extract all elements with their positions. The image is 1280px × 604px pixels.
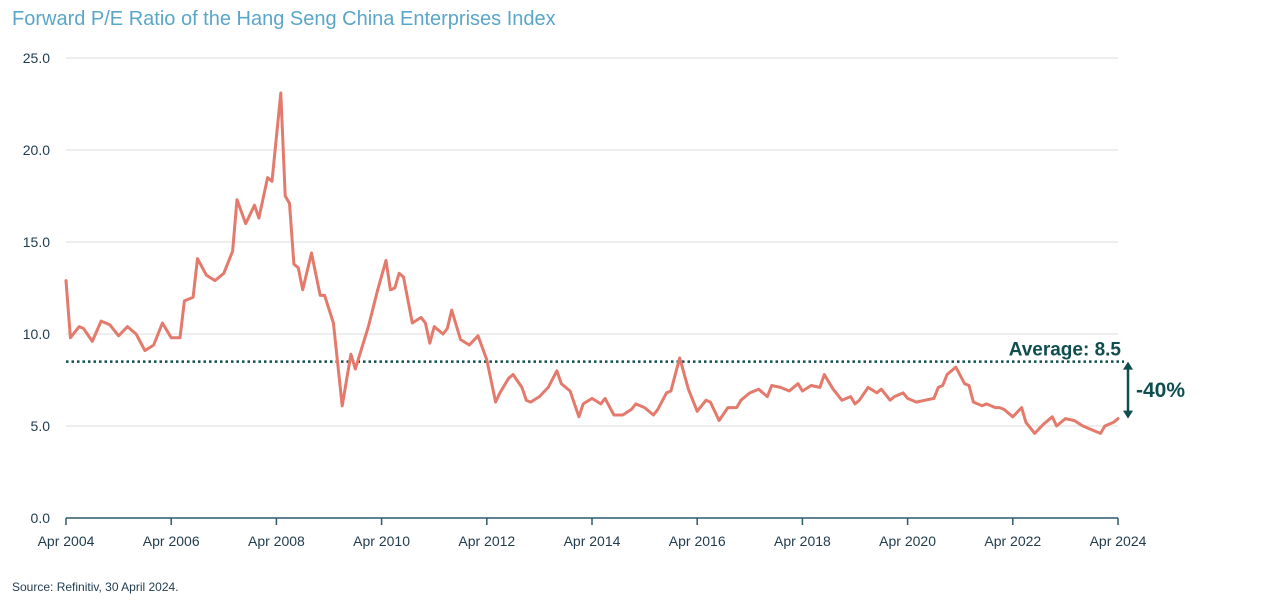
arrow-head-down — [1123, 410, 1133, 419]
x-axis-ticks: Apr 2004 Apr 2006 Apr 2008 Apr 2010 Apr 2012… — [38, 518, 1147, 549]
arrow-head-up — [1123, 361, 1133, 370]
x-tick-label: Apr 2022 — [984, 533, 1041, 549]
x-tick-label: Apr 2016 — [669, 533, 726, 549]
x-tick-label: Apr 2008 — [248, 533, 305, 549]
average-label: Average: 8.5 — [1009, 340, 1122, 361]
y-tick-label: 0.0 — [31, 510, 51, 526]
x-tick-label: Apr 2014 — [564, 533, 621, 549]
source-note: Source: Refinitiv, 30 April 2024. — [12, 580, 179, 594]
pe-ratio-series-line — [64, 91, 1120, 435]
decline-percent-label: -40% — [1136, 379, 1185, 402]
chart-title: Forward P/E Ratio of the Hang Seng China… — [12, 8, 556, 30]
x-tick-label: Apr 2020 — [879, 533, 936, 549]
x-tick-label: Apr 2010 — [353, 533, 410, 549]
y-tick-label: 5.0 — [31, 418, 51, 434]
y-tick-label: 20.0 — [23, 142, 50, 158]
y-axis-ticks: 0.0 5.0 10.0 15.0 20.0 25.0 — [23, 50, 50, 526]
x-tick-label: Apr 2024 — [1090, 533, 1147, 549]
x-tick-label: Apr 2012 — [458, 533, 515, 549]
x-tick-label: Apr 2004 — [38, 533, 95, 549]
y-tick-label: 10.0 — [23, 326, 50, 342]
y-tick-label: 25.0 — [23, 50, 50, 66]
y-tick-label: 15.0 — [23, 234, 50, 250]
gridlines — [66, 57, 1118, 427]
x-tick-label: Apr 2006 — [143, 533, 200, 549]
x-tick-label: Apr 2018 — [774, 533, 831, 549]
decline-double-arrow — [1123, 361, 1133, 419]
